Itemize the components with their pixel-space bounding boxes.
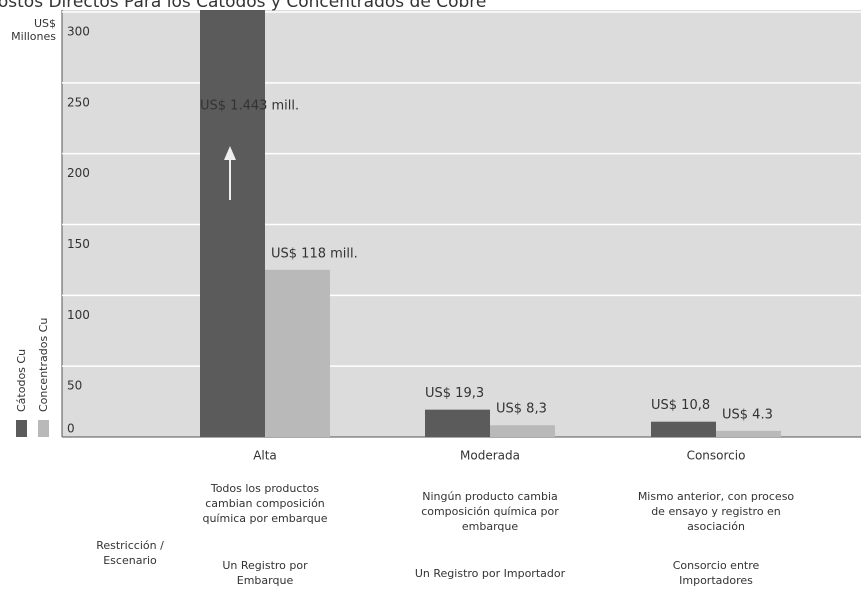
description: embarque — [462, 520, 518, 533]
bar — [200, 10, 265, 437]
y-tick-label: 0 — [67, 422, 75, 436]
register: Un Registro por — [222, 559, 308, 572]
register: Consorcio entre — [673, 559, 760, 572]
y-tick-label: 300 — [67, 25, 90, 39]
x-tick-label: Moderada — [460, 449, 520, 463]
bar — [265, 269, 330, 437]
value-label: US$ 8,3 — [496, 402, 547, 417]
register: Embarque — [237, 574, 294, 587]
row-label: Restricción / — [96, 539, 164, 552]
description: química por embarque — [202, 512, 327, 525]
bar — [716, 430, 781, 437]
y-tick-label: 100 — [67, 308, 90, 322]
description: asociación — [687, 520, 745, 533]
value-label: US$ 10,8 — [651, 398, 710, 413]
description: composición química por — [421, 505, 559, 518]
y-tick-label: 250 — [67, 95, 90, 109]
value-label: US$ 118 mill. — [271, 246, 358, 261]
arrow-head — [224, 146, 236, 160]
bar — [651, 421, 716, 437]
y-axis-label: US$ — [34, 17, 56, 30]
description: cambian composición — [205, 497, 325, 510]
bars — [200, 10, 781, 437]
register: Un Registro por Importador — [415, 567, 566, 580]
y-tick-label: 150 — [67, 237, 90, 251]
x-tick-label: Alta — [253, 449, 277, 463]
legend-label: Cátodos Cu — [15, 349, 28, 412]
legend-swatch — [16, 420, 27, 437]
value-label: US$ 19,3 — [425, 386, 484, 401]
plot-area — [62, 10, 861, 437]
value-label: US$ 4.3 — [722, 407, 773, 422]
register: Importadores — [679, 574, 753, 587]
row-label: Escenario — [103, 554, 157, 567]
legend-label: Concentrados Cu — [37, 318, 50, 412]
description: Mismo anterior, con proceso — [638, 490, 795, 503]
value-label: US$ 1.443 mill. — [200, 99, 299, 114]
y-tick-label: 200 — [67, 166, 90, 180]
x-tick-label: Consorcio — [687, 449, 746, 463]
y-tick-label: 50 — [67, 379, 82, 393]
legend-swatch — [38, 420, 49, 437]
description: Todos los productos — [210, 482, 320, 495]
y-axis-label: Millones — [11, 30, 56, 43]
chart-title: Costos Directos Para los Cátodos y Conce… — [0, 0, 486, 12]
description: Ningún producto cambia — [422, 490, 558, 503]
bar — [490, 425, 555, 437]
description: de ensayo y registro en — [651, 505, 781, 518]
bar — [425, 409, 490, 437]
